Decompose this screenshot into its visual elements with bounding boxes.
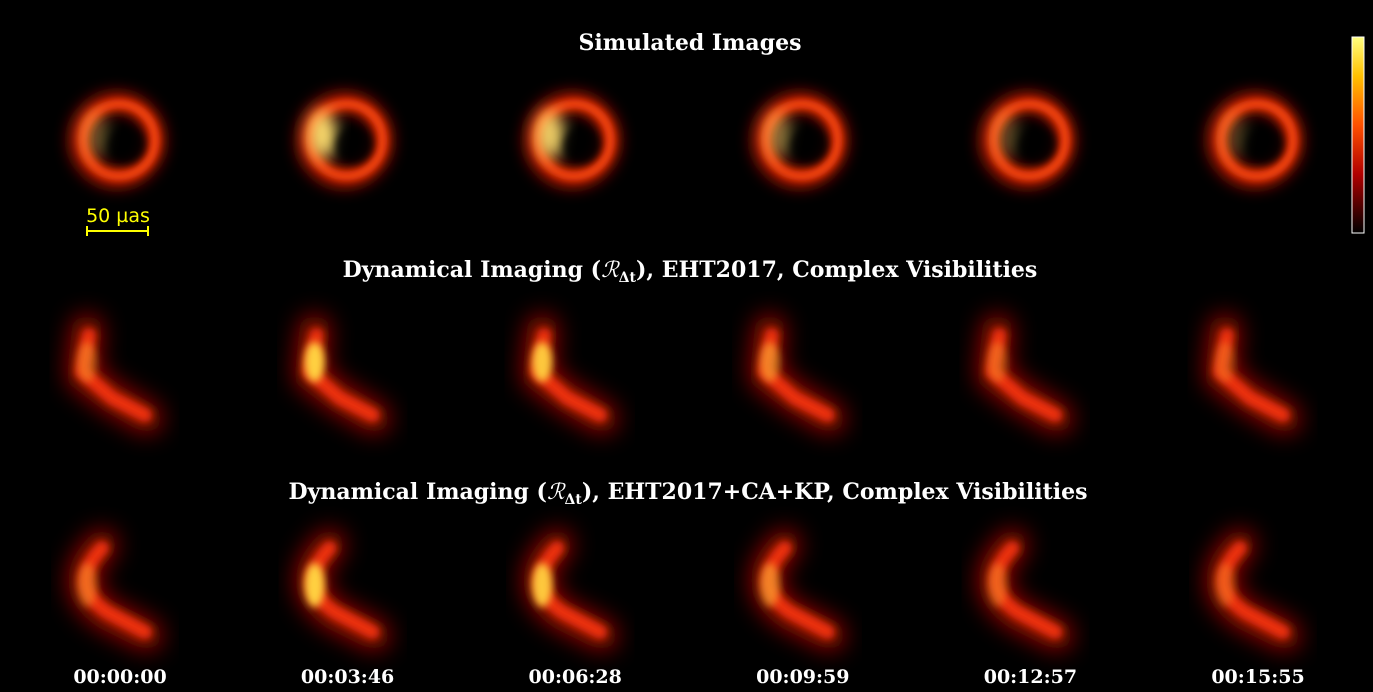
title-part: Dynamical Imaging ( — [343, 257, 601, 283]
shadow — [109, 127, 145, 163]
reconstruction — [751, 530, 845, 650]
timestamp: 00:03:46 — [301, 666, 394, 688]
colorbar — [1351, 36, 1365, 234]
simulated-image — [70, 93, 164, 187]
reconstruction — [294, 315, 390, 433]
shadow — [791, 127, 828, 163]
shadow — [336, 127, 373, 163]
arc-core — [304, 563, 325, 607]
arc-core — [987, 563, 1008, 607]
simulated-image — [752, 93, 847, 187]
shadow — [1247, 127, 1283, 163]
arc-core — [77, 563, 97, 607]
blob-core — [304, 342, 325, 382]
timestamp: 00:09:59 — [756, 666, 849, 688]
simulated-image — [297, 93, 392, 187]
arc-core — [1215, 563, 1235, 607]
blob-core — [532, 342, 553, 382]
title-subscript: Δt — [619, 270, 637, 286]
blob-core — [1215, 342, 1235, 382]
title-part: ), EHT2017, Complex Visibilities — [636, 257, 1037, 283]
simulated-image — [1208, 93, 1302, 187]
reconstruction — [749, 315, 845, 433]
title-symbol: ℛ — [601, 258, 620, 283]
blob-core — [77, 342, 97, 382]
timestamp: 00:15:55 — [1211, 666, 1304, 688]
simulated-image — [525, 93, 620, 187]
arc-core — [532, 563, 553, 607]
hotspot — [308, 111, 337, 159]
title-part: Dynamical Imaging ( — [289, 479, 547, 505]
row-title: Simulated Images — [579, 30, 802, 56]
row-title: Dynamical Imaging (ℛΔt), EHT2017+CA+KP, … — [289, 479, 1088, 508]
row-title: Dynamical Imaging (ℛΔt), EHT2017, Comple… — [343, 257, 1038, 286]
hotspot — [763, 111, 792, 159]
reconstruction — [68, 530, 162, 650]
title-part: ), EHT2017+CA+KP, Complex Visibilities — [582, 479, 1088, 505]
hotspot — [991, 111, 1020, 159]
title-symbol: ℛ — [547, 480, 566, 505]
reconstruction — [977, 315, 1073, 433]
reconstruction — [522, 315, 618, 433]
reconstruction — [67, 315, 162, 433]
arc-core — [759, 563, 780, 607]
simulated-image — [980, 93, 1075, 187]
scale-bar — [86, 226, 149, 236]
blob-core — [987, 342, 1008, 382]
hotspot — [81, 111, 109, 159]
reconstruction — [1205, 315, 1300, 433]
reconstruction — [295, 530, 390, 650]
shadow — [1019, 127, 1056, 163]
blob-core — [759, 342, 780, 382]
timestamp: 00:12:57 — [984, 666, 1077, 688]
timestamp: 00:06:28 — [529, 666, 622, 688]
hotspot — [536, 111, 565, 159]
shadow — [564, 127, 601, 163]
reconstruction — [978, 530, 1073, 650]
title-subscript: Δt — [565, 492, 583, 508]
reconstruction — [1206, 530, 1300, 650]
reconstruction — [523, 530, 618, 650]
hotspot — [1219, 111, 1247, 159]
timestamp: 00:00:00 — [73, 666, 166, 688]
scale-bar-label: 50 µas — [86, 205, 150, 227]
